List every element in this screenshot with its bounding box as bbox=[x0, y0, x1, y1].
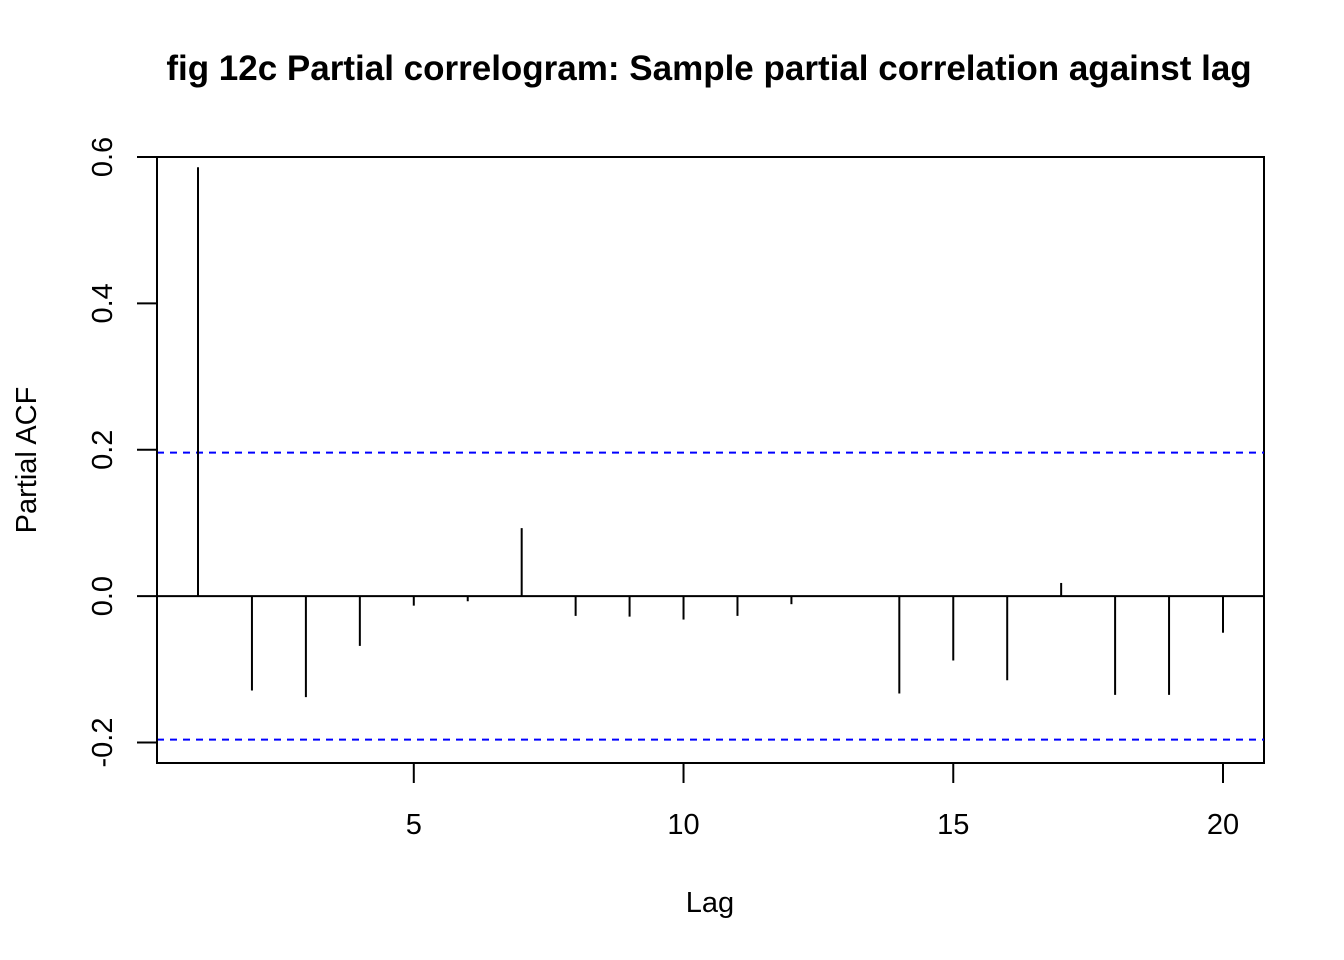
confidence-limits bbox=[157, 451, 1264, 741]
y-tick-label: 0.0 bbox=[87, 576, 119, 616]
x-tick-label: 5 bbox=[406, 809, 422, 841]
y-tick-label: -0.2 bbox=[87, 718, 119, 768]
chart-title: fig 12c Partial correlogram: Sample part… bbox=[166, 49, 1251, 88]
x-tick-label: 15 bbox=[937, 809, 969, 841]
x-axis-label: Lag bbox=[686, 887, 734, 919]
y-axis: -0.2 0.0 0.2 0.4 0.6 bbox=[87, 137, 158, 768]
x-tick-label: 10 bbox=[667, 809, 699, 841]
pacf-bars bbox=[197, 167, 1224, 698]
y-tick-label: 0.6 bbox=[87, 137, 119, 177]
x-tick-label: 20 bbox=[1207, 809, 1239, 841]
y-tick-label: 0.2 bbox=[87, 430, 119, 470]
x-axis: 5 10 15 20 bbox=[406, 762, 1239, 841]
plot-frame bbox=[156, 156, 1265, 764]
y-axis-label: Partial ACF bbox=[11, 387, 43, 534]
y-tick-label: 0.4 bbox=[87, 283, 119, 323]
